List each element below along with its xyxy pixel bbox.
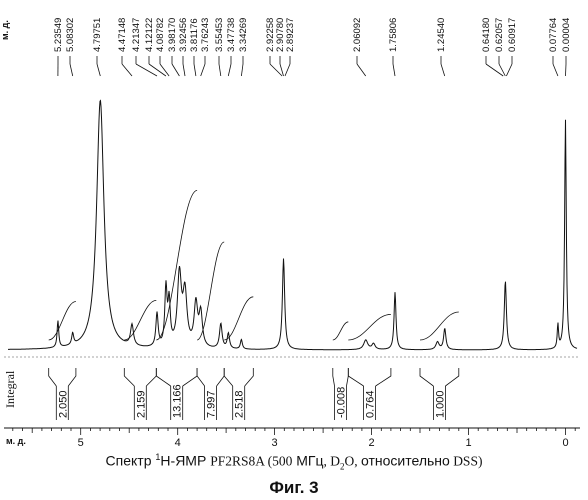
peak-leader-diag xyxy=(149,64,166,76)
integral-bracket-right xyxy=(146,368,156,386)
peak-leader-diag xyxy=(441,64,445,76)
x-axis: 5 4 3 2 1 0 xyxy=(4,428,580,449)
peak-leader-diag xyxy=(285,64,290,76)
integral-value-6: -0.008 xyxy=(336,387,348,418)
peak-leader-diag xyxy=(97,64,100,76)
peak-label-0.62057: 0.62057 xyxy=(494,18,505,52)
spectrum-layer xyxy=(8,101,577,350)
peak-leader-diag xyxy=(172,64,179,76)
caption-reference: DSS) xyxy=(450,454,483,469)
x-tick-label-5: 5 xyxy=(78,437,84,449)
peak-leader-diag xyxy=(228,64,231,76)
peak-leader-diag xyxy=(183,64,185,76)
integral-bracket-left xyxy=(197,368,205,386)
peak-leader-diag xyxy=(393,64,395,76)
integral-value-5: 2.518 xyxy=(234,390,246,418)
peak-label-4.12122: 4.12122 xyxy=(144,18,155,52)
integral-layer: 2.050 2.159 13.166 7.997 2.518 -0.008 0.764 1.0… xyxy=(4,357,580,420)
peak-label-5.08302: 5.08302 xyxy=(65,18,76,52)
integral-bracket-right xyxy=(445,368,458,386)
integral-bracket-right xyxy=(376,368,391,386)
x-tick-label-1: 1 xyxy=(465,437,471,449)
integral-bracket-left xyxy=(49,368,57,386)
peak-leader-diag xyxy=(506,64,512,76)
integral-bracket-right xyxy=(245,368,254,386)
peak-label-3.92456: 3.92456 xyxy=(178,18,189,52)
integral-value-3: 13.166 xyxy=(172,384,184,418)
integral-bracket-right xyxy=(217,368,225,386)
peak-leader-diag xyxy=(160,64,169,76)
peak-label-3.47738: 3.47738 xyxy=(226,18,237,52)
peak-unit-label: м. д. xyxy=(0,20,10,40)
integral-value-1: 2.050 xyxy=(57,390,69,418)
peak-label-3.81176: 3.81176 xyxy=(189,18,200,52)
caption-solvent-end: O, xyxy=(345,454,362,469)
caption-sample: PF2RS8A (500 xyxy=(210,454,292,469)
peak-label-1.24540: 1.24540 xyxy=(436,18,447,52)
peak-label-4.08782: 4.08782 xyxy=(155,18,166,52)
x-tick-label-3: 3 xyxy=(272,437,278,449)
caption-solvent-start: , D xyxy=(324,454,341,469)
peak-label-0.60917: 0.60917 xyxy=(507,18,518,52)
peak-label-3.34269: 3.34269 xyxy=(238,18,249,52)
integral-bracket-left xyxy=(333,368,335,386)
x-tick-label-4: 4 xyxy=(175,437,181,449)
integral-value-7: 0.764 xyxy=(365,390,377,418)
peak-label-2.89237: 2.89237 xyxy=(285,18,296,52)
caption-method: Н-ЯМР xyxy=(160,453,210,469)
peak-label-3.98170: 3.98170 xyxy=(167,18,178,52)
peak-leader-diag xyxy=(194,64,196,76)
caption-prefix: Спектр xyxy=(106,453,156,469)
peak-leader-diag xyxy=(553,64,558,76)
figure-label: Фиг. 3 xyxy=(0,478,588,498)
integral-bracket-left xyxy=(348,368,363,386)
integral-bracket-left xyxy=(224,368,233,386)
x-tick-label-2: 2 xyxy=(369,437,375,449)
peak-leader-diag xyxy=(70,64,73,76)
peak-label-0.07764: 0.07764 xyxy=(548,18,559,52)
peak-label-4.21347: 4.21347 xyxy=(131,18,142,52)
peak-leader-diag xyxy=(566,64,567,76)
peak-label-4.47148: 4.47148 xyxy=(117,18,128,52)
caption-reference-word: относительно xyxy=(361,453,450,469)
peak-leader-diag xyxy=(357,64,366,76)
integral-value-2: 2.159 xyxy=(135,390,147,418)
integral-value-8: 1.000 xyxy=(434,390,446,418)
peak-label-0.64180: 0.64180 xyxy=(481,18,492,52)
peak-label-3.76243: 3.76243 xyxy=(200,18,211,52)
integral-curve-2 xyxy=(124,300,156,340)
x-tick-label-0: 0 xyxy=(562,437,568,449)
integral-bracket-left xyxy=(420,368,433,386)
spectrum-trace xyxy=(8,101,577,350)
peak-label-1.75806: 1.75806 xyxy=(388,18,399,52)
x-axis-unit-label: м. д. xyxy=(6,436,26,446)
peak-label-2.06092: 2.06092 xyxy=(352,18,363,52)
integral-curve-8 xyxy=(420,312,459,340)
integral-bracket-left xyxy=(124,368,134,386)
figure-caption: Спектр 1Н-ЯМР PF2RS8A (500 МГц, D2O, отн… xyxy=(0,452,588,471)
peak-leader-diag xyxy=(136,64,157,76)
peak-leader-diag xyxy=(201,64,205,76)
peak-label-3.55453: 3.55453 xyxy=(214,18,225,52)
peak-leader-diag xyxy=(241,64,243,76)
integral-bracket-right xyxy=(68,368,76,386)
peak-leader-diag xyxy=(122,64,132,76)
integral-curve-6 xyxy=(333,322,349,340)
caption-field-unit: МГц xyxy=(292,453,323,469)
peak-label-4.79751: 4.79751 xyxy=(92,18,103,52)
integral-bracket-right xyxy=(183,368,197,386)
integral-curve-3 xyxy=(156,190,197,340)
peak-label-5.23549: 5.23549 xyxy=(53,18,64,52)
integral-bracket-left xyxy=(156,368,170,386)
peak-label-layer: 5.235495.08302 4.79751 4.471484.213474.121… xyxy=(53,18,572,76)
integral-curve-7 xyxy=(348,314,391,340)
integral-value-4: 7.997 xyxy=(206,390,218,418)
peak-leader-diag xyxy=(219,64,221,76)
peak-label-0.00004: 0.00004 xyxy=(561,18,572,52)
peak-leader-diag xyxy=(486,64,503,76)
integral-label: Integral xyxy=(3,370,17,408)
